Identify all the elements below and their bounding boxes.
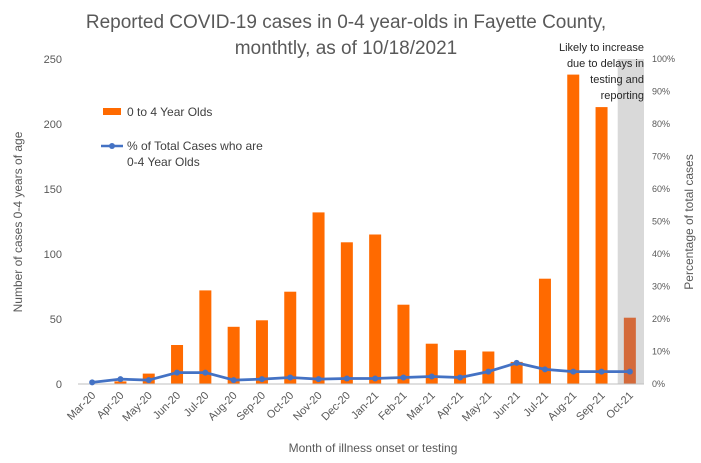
- bar-sep-21: [595, 107, 608, 384]
- x-tick-nov-20: Nov-20: [291, 390, 325, 424]
- legend-bar-swatch: [103, 108, 121, 115]
- y2-tick-7: 70%: [652, 152, 670, 162]
- percent-point-apr-20: [117, 376, 124, 383]
- bar-oct-20: [284, 291, 297, 384]
- percent-point-aug-21: [570, 368, 577, 375]
- x-tick-may-21: May-21: [460, 390, 494, 424]
- x-tick-jan-21: Jan-21: [349, 390, 381, 422]
- y2-tick-1: 10%: [652, 347, 670, 357]
- bar-sep-20: [255, 320, 268, 384]
- percent-point-aug-20: [230, 377, 237, 384]
- percent-point-nov-20: [315, 376, 322, 383]
- percent-point-mar-20: [89, 379, 96, 386]
- chart-title-line-2: monthtly, as of 10/18/2021: [235, 38, 458, 59]
- legend-bar-label: 0 to 4 Year Olds: [127, 105, 212, 119]
- annotation-line-2: due to delays in: [567, 58, 644, 70]
- x-tick-may-20: May-20: [120, 390, 154, 424]
- y2-tick-10: 100%: [652, 54, 675, 64]
- bar-aug-20: [227, 326, 240, 384]
- percent-point-oct-20: [287, 374, 294, 381]
- percent-point-mar-21: [428, 373, 435, 380]
- bar-jan-21: [369, 234, 382, 384]
- x-tick-aug-21: Aug-21: [546, 390, 580, 424]
- legend-line-label-1: % of Total Cases who are: [127, 139, 263, 153]
- bar-jun-21: [510, 361, 523, 384]
- x-tick-aug-20: Aug-20: [206, 390, 240, 424]
- legend: 0 to 4 Year Olds % of Total Cases who ar…: [101, 105, 263, 169]
- x-tick-jun-21: Jun-21: [490, 390, 522, 422]
- percent-point-oct-21: [626, 368, 633, 375]
- x-axis-title: Month of illness onset or testing: [289, 441, 458, 455]
- bar-may-21: [482, 351, 495, 384]
- x-tick-dec-20: Dec-20: [319, 390, 353, 424]
- bar-feb-21: [397, 304, 410, 384]
- percent-point-jun-20: [174, 369, 181, 376]
- percent-point-apr-21: [457, 374, 464, 381]
- bar-jul-21: [538, 278, 551, 384]
- bar-jun-20: [171, 345, 184, 384]
- x-tick-sep-20: Sep-20: [234, 390, 268, 424]
- percent-line: [92, 361, 630, 384]
- x-tick-mar-21: Mar-21: [405, 390, 438, 423]
- percent-point-jan-21: [372, 375, 379, 382]
- y2-tick-9: 90%: [652, 87, 670, 97]
- y-tick-50: 50: [50, 314, 62, 326]
- percent-point-dec-20: [343, 375, 350, 382]
- x-tick-mar-20: Mar-20: [65, 390, 98, 423]
- percent-point-jul-21: [541, 366, 548, 373]
- y2-axis-title: Percentage of total cases: [682, 154, 696, 289]
- percent-point-may-20: [145, 377, 152, 384]
- bar-dec-20: [340, 242, 353, 384]
- delay-annotation: Likely to increase due to delays in test…: [559, 42, 644, 102]
- x-tick-sep-21: Sep-21: [574, 390, 608, 424]
- legend-line-marker: [109, 143, 115, 149]
- percent-point-sep-21: [598, 368, 605, 375]
- y2-tick-6: 60%: [652, 184, 670, 194]
- percent-point-jul-20: [202, 369, 209, 376]
- y-tick-250: 250: [44, 54, 62, 66]
- y2-tick-0: 0%: [652, 379, 665, 389]
- annotation-line-1: Likely to increase: [559, 42, 644, 54]
- x-tick-feb-21: Feb-21: [376, 390, 409, 423]
- annotation-line-3: testing and: [590, 74, 644, 86]
- x-tick-oct-21: Oct-21: [604, 390, 636, 422]
- y2-tick-3: 30%: [652, 282, 670, 292]
- y2-tick-5: 50%: [652, 217, 670, 227]
- bar-jul-20: [199, 290, 212, 384]
- bar-oct-21: [623, 317, 636, 384]
- percent-point-may-21: [485, 368, 492, 375]
- y-tick-200: 200: [44, 119, 62, 131]
- y-tick-100: 100: [44, 249, 62, 261]
- bar-mar-21: [425, 343, 438, 384]
- annotation-line-4: reporting: [601, 90, 644, 102]
- percent-point-sep-20: [258, 376, 265, 383]
- y-axis-title: Number of cases 0-4 years of age: [11, 131, 25, 312]
- bar-apr-20: [114, 381, 127, 384]
- bar-aug-21: [567, 74, 580, 384]
- x-tick-oct-20: Oct-20: [265, 390, 297, 422]
- y-tick-0: 0: [56, 379, 62, 391]
- percent-point-jun-21: [513, 359, 520, 366]
- bar-nov-20: [312, 212, 325, 384]
- legend-line-label-2: 0-4 Year Olds: [127, 155, 200, 169]
- x-tick-jun-20: Jun-20: [151, 390, 183, 422]
- y2-tick-4: 40%: [652, 249, 670, 259]
- chart-title-line-1: Reported COVID-19 cases in 0-4 year-olds…: [86, 12, 606, 33]
- percent-point-feb-21: [400, 374, 407, 381]
- y-tick-150: 150: [44, 184, 62, 196]
- y2-tick-2: 20%: [652, 314, 670, 324]
- y2-tick-8: 80%: [652, 119, 670, 129]
